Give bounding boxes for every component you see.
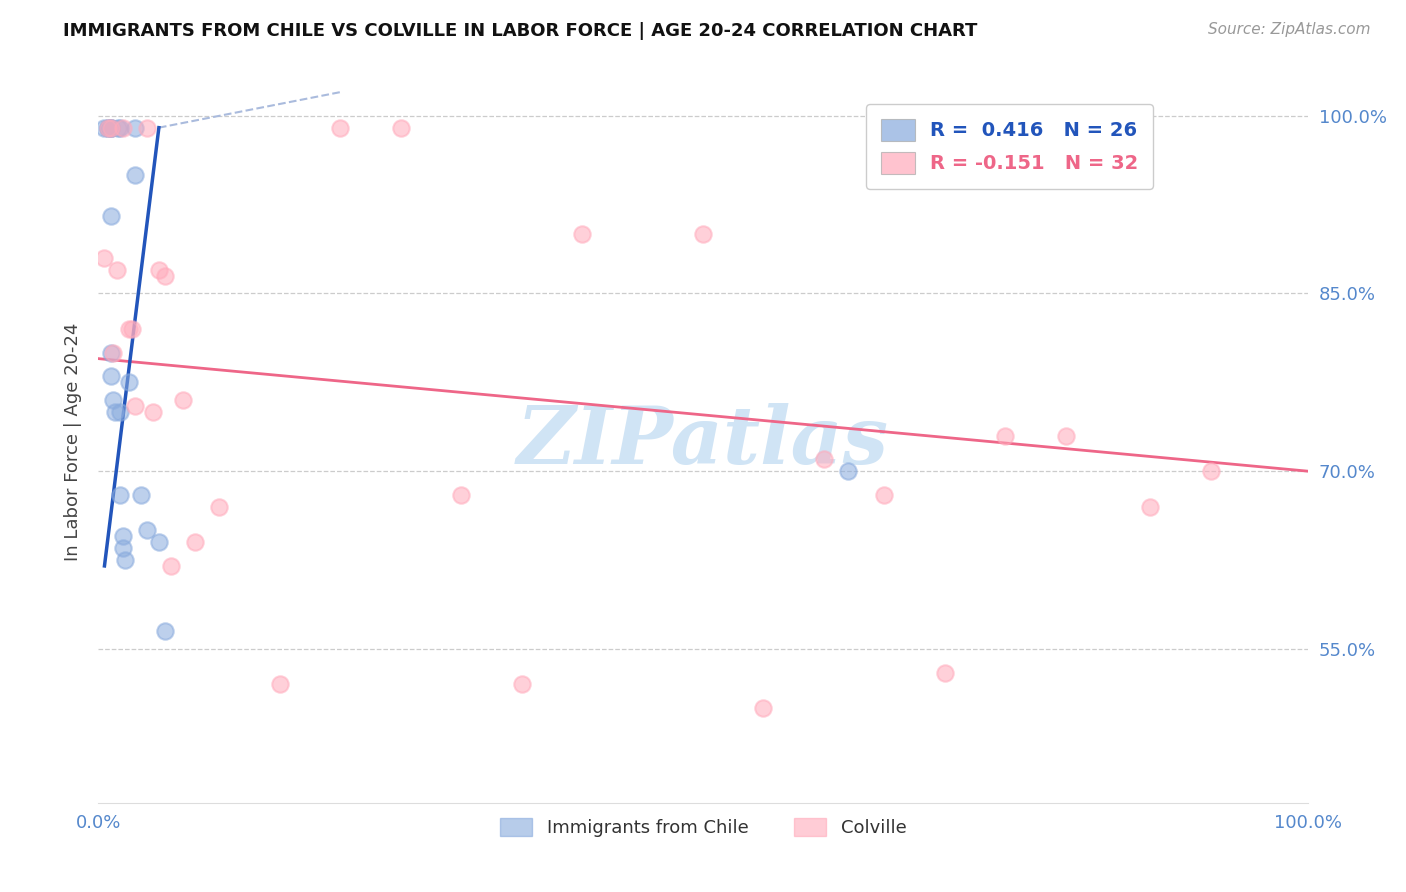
Immigrants from Chile <box>100 369 122 384</box>
Y-axis label: In Labor Force | Age 20-24: In Labor Force | Age 20-24 <box>63 322 82 561</box>
Immigrants from Chile <box>124 168 146 182</box>
Colville <box>121 322 143 336</box>
Colville <box>100 120 122 135</box>
Immigrants from Chile <box>111 529 134 543</box>
Colville <box>1139 500 1161 514</box>
Colville <box>510 677 533 691</box>
Colville <box>124 399 146 413</box>
Colville <box>813 452 835 467</box>
Colville <box>934 665 956 680</box>
Immigrants from Chile <box>153 624 176 638</box>
Immigrants from Chile <box>101 393 124 408</box>
Colville <box>153 268 176 283</box>
Colville <box>329 120 352 135</box>
Colville <box>142 405 165 419</box>
Immigrants from Chile <box>111 541 134 556</box>
Colville <box>450 488 472 502</box>
Colville <box>101 345 124 359</box>
Immigrants from Chile <box>104 405 127 419</box>
Colville <box>105 262 128 277</box>
Immigrants from Chile <box>108 120 131 135</box>
Text: ZIPatlas: ZIPatlas <box>517 403 889 480</box>
Immigrants from Chile <box>135 524 157 538</box>
Immigrants from Chile <box>97 120 120 135</box>
Colville <box>172 393 194 408</box>
Text: IMMIGRANTS FROM CHILE VS COLVILLE IN LABOR FORCE | AGE 20-24 CORRELATION CHART: IMMIGRANTS FROM CHILE VS COLVILLE IN LAB… <box>63 22 977 40</box>
Colville <box>994 428 1017 442</box>
Colville <box>93 251 115 265</box>
Colville <box>135 120 157 135</box>
Immigrants from Chile <box>148 535 170 549</box>
Colville <box>269 677 291 691</box>
Colville <box>873 488 896 502</box>
Immigrants from Chile <box>108 488 131 502</box>
Colville <box>184 535 207 549</box>
Immigrants from Chile <box>100 120 122 135</box>
Colville <box>1199 464 1222 478</box>
Immigrants from Chile <box>107 120 129 135</box>
Text: Source: ZipAtlas.com: Source: ZipAtlas.com <box>1208 22 1371 37</box>
Colville <box>118 322 141 336</box>
Immigrants from Chile <box>118 376 141 390</box>
Immigrants from Chile <box>124 120 146 135</box>
Immigrants from Chile <box>100 120 122 135</box>
Colville <box>148 262 170 277</box>
Immigrants from Chile <box>129 488 152 502</box>
Immigrants from Chile <box>93 120 115 135</box>
Colville <box>692 227 714 242</box>
Legend: Immigrants from Chile, Colville: Immigrants from Chile, Colville <box>492 811 914 845</box>
Colville <box>208 500 231 514</box>
Colville <box>389 120 412 135</box>
Colville <box>1054 428 1077 442</box>
Colville <box>752 701 775 715</box>
Colville <box>111 120 134 135</box>
Immigrants from Chile <box>100 120 122 135</box>
Immigrants from Chile <box>108 405 131 419</box>
Colville <box>571 227 593 242</box>
Immigrants from Chile <box>97 120 120 135</box>
Colville <box>160 558 183 573</box>
Immigrants from Chile <box>100 210 122 224</box>
Immigrants from Chile <box>100 345 122 359</box>
Immigrants from Chile <box>114 553 136 567</box>
Colville <box>97 120 120 135</box>
Immigrants from Chile <box>837 464 859 478</box>
